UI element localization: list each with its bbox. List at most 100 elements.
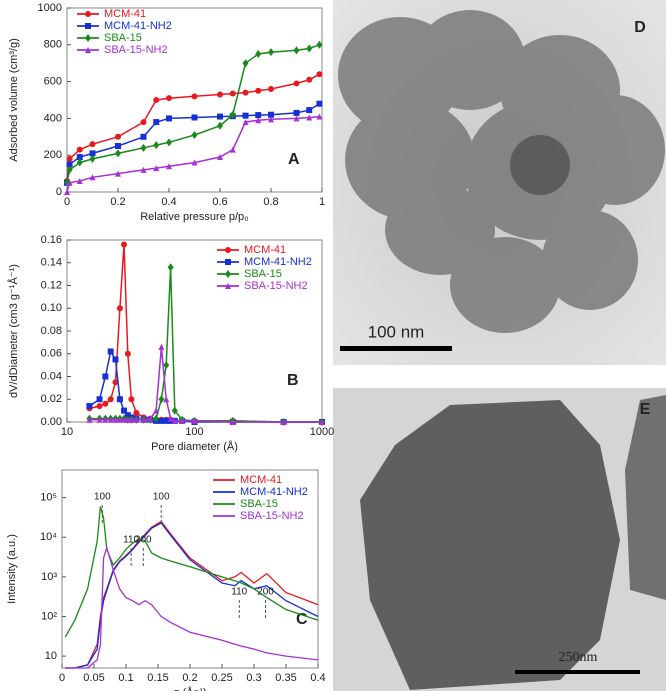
marker bbox=[225, 259, 231, 265]
marker bbox=[116, 416, 123, 423]
marker bbox=[316, 100, 323, 107]
marker bbox=[124, 412, 131, 419]
tem-image-e bbox=[333, 388, 666, 691]
marker bbox=[166, 95, 172, 102]
y-tick-label: 0 bbox=[56, 186, 62, 198]
marker bbox=[102, 373, 109, 380]
x-tick-label: 1 bbox=[319, 196, 325, 208]
x-tick-label: 0.2 bbox=[182, 672, 197, 684]
panel-label: B bbox=[287, 372, 299, 389]
particle-core bbox=[510, 135, 570, 195]
legend-label: MCM-41-NH2 bbox=[240, 486, 308, 498]
marker bbox=[115, 170, 121, 177]
marker bbox=[140, 416, 147, 423]
scale-bar-label: 250nm bbox=[559, 650, 598, 665]
marker bbox=[306, 114, 313, 121]
marker bbox=[85, 23, 91, 29]
marker bbox=[217, 121, 223, 130]
y-tick-label: 10⁴ bbox=[40, 531, 57, 543]
marker bbox=[255, 117, 262, 124]
x-tick-label: 0.3 bbox=[246, 672, 261, 684]
marker bbox=[167, 263, 174, 272]
marker bbox=[76, 146, 83, 153]
marker bbox=[133, 416, 140, 423]
y-tick-label: 10⁵ bbox=[40, 492, 57, 504]
marker bbox=[158, 417, 165, 424]
marker bbox=[112, 356, 119, 363]
peak-label: 110 bbox=[231, 587, 247, 598]
peak-label: 200 bbox=[135, 535, 152, 546]
particle bbox=[625, 395, 666, 600]
marker bbox=[163, 417, 170, 424]
marker bbox=[107, 396, 114, 403]
marker bbox=[124, 350, 131, 357]
y-tick-label: 0.14 bbox=[41, 257, 62, 269]
marker bbox=[147, 415, 154, 422]
marker bbox=[242, 119, 249, 126]
x-tick-label: 1000 bbox=[310, 426, 334, 438]
marker bbox=[306, 107, 313, 114]
marker bbox=[115, 143, 121, 149]
marker bbox=[255, 87, 262, 94]
marker bbox=[85, 47, 91, 53]
series-line bbox=[65, 522, 319, 669]
marker bbox=[89, 141, 96, 148]
marker bbox=[66, 179, 73, 186]
legend-label: MCM-41 bbox=[244, 244, 286, 256]
chart-0: 0 0.2 0.4 0.6 0.8 1 0 200 400 600 800 1000 Relative … bbox=[8, 2, 325, 223]
marker bbox=[217, 113, 223, 120]
y-tick-label: 800 bbox=[44, 39, 62, 51]
marker bbox=[293, 80, 300, 87]
marker bbox=[76, 154, 83, 161]
series-line bbox=[66, 115, 320, 193]
marker bbox=[163, 361, 170, 370]
marker bbox=[166, 115, 172, 122]
marker bbox=[191, 417, 198, 424]
marker bbox=[255, 112, 262, 119]
marker bbox=[76, 177, 83, 184]
legend-label: MCM-41-NH2 bbox=[104, 20, 172, 32]
y-tick-label: 0.06 bbox=[41, 348, 62, 360]
marker bbox=[191, 159, 198, 166]
marker bbox=[128, 396, 135, 403]
x-axis-label: Relative pressure p/p₀ bbox=[140, 211, 249, 223]
series-line bbox=[89, 244, 322, 423]
x-tick-label: 0.35 bbox=[275, 672, 296, 684]
marker bbox=[115, 149, 121, 158]
plot-frame bbox=[66, 7, 323, 193]
tem-image-d bbox=[333, 0, 666, 365]
y-axis-label: dV/dDiameter (cm3 g⁻¹Å⁻¹) bbox=[7, 264, 20, 398]
marker bbox=[158, 395, 165, 404]
x-tick-label: 0 bbox=[59, 672, 65, 684]
marker bbox=[316, 40, 323, 49]
marker bbox=[112, 416, 119, 423]
marker bbox=[242, 59, 249, 68]
marker bbox=[66, 161, 73, 168]
y-tick-label: 0.08 bbox=[41, 325, 62, 337]
marker bbox=[217, 154, 223, 161]
marker bbox=[153, 165, 160, 172]
marker bbox=[293, 109, 300, 116]
y-axis-label: Intensity (a.u.) bbox=[6, 534, 18, 604]
x-tick-label: 0.6 bbox=[212, 196, 227, 208]
marker bbox=[153, 141, 160, 150]
legend-label: SBA-15-NH2 bbox=[244, 280, 308, 292]
marker bbox=[191, 93, 198, 100]
series-line bbox=[65, 520, 319, 669]
marker bbox=[112, 379, 119, 386]
y-tick-label: 0.04 bbox=[41, 370, 62, 382]
marker bbox=[166, 163, 172, 170]
legend-label: MCM-41 bbox=[240, 474, 282, 486]
marker bbox=[191, 114, 198, 121]
marker bbox=[121, 241, 128, 248]
x-tick-label: 10 bbox=[61, 426, 73, 438]
y-tick-label: 10² bbox=[41, 610, 57, 622]
marker bbox=[179, 417, 186, 424]
marker bbox=[153, 97, 160, 103]
marker bbox=[107, 348, 114, 355]
y-tick-label: 1000 bbox=[38, 2, 62, 14]
legend-label: SBA-15 bbox=[244, 268, 282, 280]
scale-bar bbox=[340, 346, 452, 351]
y-tick-label: 600 bbox=[44, 76, 62, 88]
